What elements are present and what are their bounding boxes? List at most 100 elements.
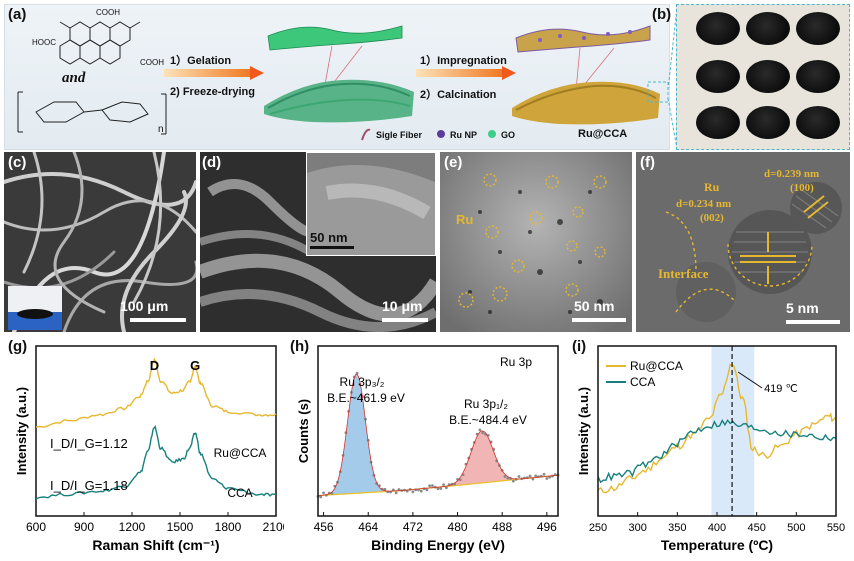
xps-data-point (355, 371, 359, 375)
y-axis-label: Counts (s) (296, 399, 311, 463)
x-tick-label: 450 (747, 522, 765, 534)
scalebar-e (572, 318, 626, 322)
xps-data-point (442, 483, 445, 486)
zoom-connector (667, 6, 678, 150)
xps-data-point (531, 477, 535, 481)
raman-series-ru-cca (35, 357, 277, 428)
xps-chart: 456 464 472 480 488 496 Binding Energy (eV) Cou… (296, 345, 560, 553)
intensity-ratio-ru-cca: I_D/I_G=1.12 (50, 436, 128, 451)
xps-data-point (428, 484, 432, 488)
peak2-label: Ru 3p₁/₂ (464, 397, 508, 411)
panel-e-label: (e) (444, 154, 463, 171)
x-tick-label: 400 (708, 522, 726, 534)
xps-data-point (548, 475, 552, 479)
aerogel-disc (746, 106, 790, 139)
tpr-chart: 419 ℃ 250 300 350 400 450 500 550 Temperature (º… (576, 345, 845, 553)
ru-particle-label: Ru (456, 212, 474, 227)
scalebar-c-text: 100 μm (120, 298, 169, 314)
aerogel-disc (796, 60, 840, 93)
xps-data-point (383, 487, 387, 491)
sem-inset-d (306, 152, 436, 256)
peak-label: G (190, 358, 200, 373)
annotation-arrow (737, 371, 763, 389)
plot-frame (317, 345, 559, 517)
xps-data-point (425, 488, 429, 492)
x-tick-label: 600 (26, 520, 46, 534)
x-tick-label: 500 (787, 522, 805, 534)
xps-peak-fill-1 (318, 374, 558, 496)
scalebar-d (382, 318, 428, 322)
xps-data-point (511, 479, 515, 483)
peak2-be: B.E.~484.4 eV (449, 413, 527, 427)
interface-label: Interface (658, 266, 709, 281)
aerogel-disc (746, 60, 790, 93)
lattice-spacing-100: d=0.239 nm (764, 168, 820, 180)
x-tick-label: 550 (827, 522, 845, 534)
xps-data-point (478, 428, 482, 432)
xps-data-point (444, 486, 448, 490)
aerogel-disc (696, 60, 740, 93)
aerogel-disc (696, 106, 740, 139)
x-tick-label: 300 (628, 522, 646, 534)
aerogel-disc (796, 12, 840, 45)
xps-data-point (545, 477, 549, 480)
peak-label: D (150, 358, 159, 373)
xps-title: Ru 3p (500, 355, 532, 369)
ru-cca-illustration (512, 25, 669, 125)
xps-data-point (542, 472, 546, 476)
scalebar-d-inset-text: 50 nm (310, 230, 348, 245)
cooh-label-top: COOH (96, 8, 120, 17)
x-tick-label: 464 (358, 520, 378, 534)
panel-g-label: (g) (8, 338, 28, 355)
x-tick-label: 496 (537, 520, 557, 534)
panel-f-label: (f) (640, 154, 655, 171)
series-label: CCA (227, 486, 252, 500)
legend-label: CCA (630, 375, 655, 389)
go-aerogel-illustration (264, 25, 414, 123)
xps-data-point (411, 490, 415, 494)
raman-series-cca (35, 424, 277, 500)
aerogel-disc (746, 12, 790, 45)
cellulose-structure (17, 91, 167, 135)
scalebar-f-text: 5 nm (786, 300, 819, 316)
legend-ru-cca: Ru@CCA (578, 128, 628, 140)
legend-go: GO (501, 130, 516, 140)
x-tick-label: 488 (492, 520, 512, 534)
y-axis-label: Intensity (a.u.) (14, 387, 29, 475)
process-arrow-1 (164, 66, 264, 80)
xps-data-point (458, 478, 462, 482)
hrtem-ru-label: Ru (704, 180, 720, 194)
x-tick-label: 1800 (215, 520, 242, 534)
legend-single-fiber: Sigle Fiber (376, 130, 423, 140)
scalebar-c (130, 318, 186, 322)
cooh-label-right: COOH (140, 58, 164, 67)
x-tick-label: 1500 (167, 520, 194, 534)
xps-data-point (436, 487, 440, 491)
repeat-unit-n: n (158, 124, 164, 135)
legend-ru-np: Ru NP (450, 130, 477, 140)
aerogel-disc (796, 106, 840, 139)
intensity-ratio-cca: I_D/I_G=1.18 (50, 478, 128, 493)
x-tick-label: 900 (74, 520, 94, 534)
tpr-series-cca (597, 419, 837, 484)
panel-b-label: (b) (652, 6, 672, 23)
synthesis-scheme (4, 4, 670, 150)
x-tick-label: 2100 (263, 520, 284, 534)
step2-calcination: 2）Calcination (420, 89, 497, 101)
graphene-oxide-structure (59, 21, 141, 65)
panel-c-label: (c) (8, 154, 27, 171)
xps-data-point (394, 491, 398, 495)
xps-data-point (528, 474, 532, 478)
xps-data-point (517, 475, 521, 478)
peak1-be: B.E.~461.9 eV (327, 391, 405, 405)
raman-chart: 600 900 1200 1500 1800 2100 Raman Shift (cm⁻¹)… (14, 345, 284, 553)
process-arrow-2 (416, 66, 516, 80)
xps-data-point (431, 484, 434, 487)
xps-data-point (397, 488, 401, 491)
scalebar-f (786, 320, 840, 324)
series-label: Ru@CCA (214, 446, 267, 460)
lattice-plane-100: (100) (790, 182, 814, 194)
step1-freeze-drying: 2) Freeze-drying (170, 86, 255, 98)
x-tick-label: 480 (448, 520, 468, 534)
panel-h-label: (h) (290, 338, 310, 355)
